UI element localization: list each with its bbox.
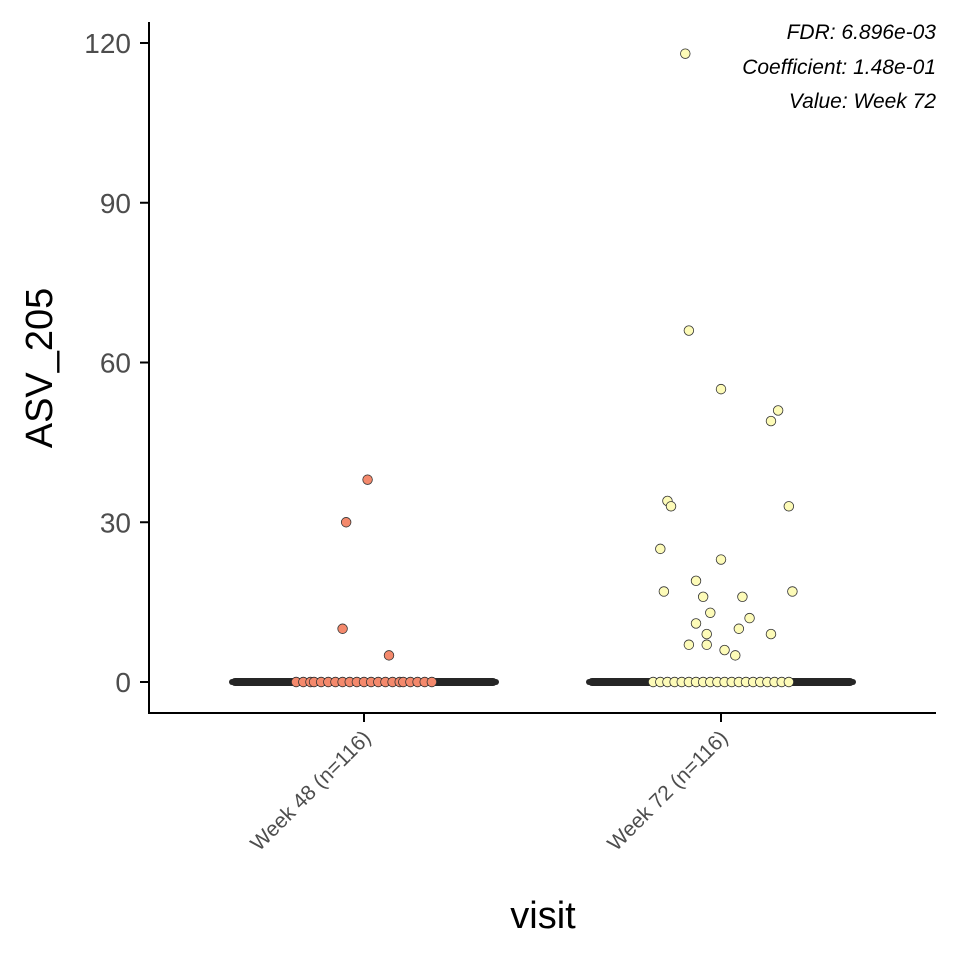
data-point: [701, 628, 712, 640]
data-point: [426, 676, 438, 688]
y-tick-label: 0: [115, 667, 131, 698]
annotation-fdr: FDR: 6.896e-03: [787, 21, 937, 44]
y-tick-label: 90: [100, 188, 131, 219]
data-point: [737, 591, 748, 603]
data-point: [680, 48, 691, 59]
data-point: [337, 623, 348, 634]
y-ticks-layer: 0 30 60 90 120: [84, 28, 149, 698]
x-axis-title: visit: [510, 895, 576, 937]
data-point: [772, 405, 784, 416]
data-point: [340, 517, 352, 528]
y-tick-label: 30: [100, 507, 131, 538]
data-point: [690, 618, 702, 629]
x-tick-label: Week 48 (n=116): [246, 726, 375, 855]
y-axis-title: ASV_205: [19, 288, 61, 449]
x-tick-label: Week 72 (n=116): [603, 726, 732, 855]
data-point: [658, 586, 670, 597]
data-point: [783, 676, 795, 688]
y-tick-label: 60: [100, 348, 131, 379]
data-point: [705, 607, 716, 618]
data-point: [719, 644, 730, 656]
data-point: [697, 591, 709, 603]
annotation-value: Value: Week 72: [789, 90, 936, 113]
data-point: [787, 586, 798, 597]
data-point: [701, 639, 712, 650]
data-point: [683, 325, 695, 336]
data-point: [683, 639, 695, 650]
data-point: [765, 415, 777, 427]
points-layer: [290, 48, 798, 688]
data-point: [715, 383, 727, 395]
data-point: [362, 474, 373, 485]
data-point: [744, 612, 755, 624]
data-point: [783, 501, 795, 512]
data-point: [730, 650, 741, 661]
data-point: [765, 628, 777, 640]
annotation-coefficient: Coefficient: 1.48e-01: [742, 56, 936, 79]
data-point: [690, 575, 702, 587]
data-point: [715, 554, 727, 565]
x-ticks-layer: Week 48 (n=116) Week 72 (n=116): [246, 713, 733, 855]
axes-layer: [148, 22, 936, 714]
data-point: [665, 501, 677, 512]
y-tick-label: 120: [84, 28, 131, 59]
data-point: [383, 650, 395, 661]
data-point: [733, 623, 745, 634]
data-point: [655, 543, 666, 555]
